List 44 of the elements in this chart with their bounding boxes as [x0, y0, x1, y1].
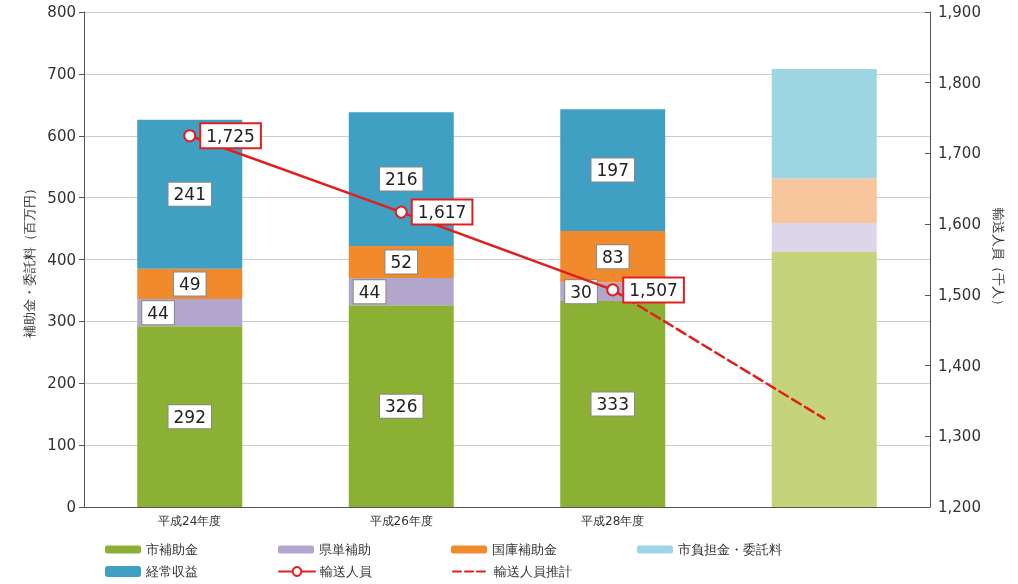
x-tick-label: 平成26年度 [369, 514, 433, 528]
legend-label: 県単補助 [319, 542, 371, 557]
y-tick-label: 500 [47, 188, 76, 207]
data-label: 1,507 [629, 279, 678, 300]
data-label: 30 [570, 281, 592, 302]
legend-label: 市補助金 [146, 542, 198, 557]
legend-label: 経常収益 [145, 564, 198, 579]
data-label: 241 [173, 184, 206, 205]
legend-label: 輸送人員推計 [494, 564, 572, 579]
y2-tick-label: 1,500 [938, 285, 981, 304]
y-tick-label: 600 [47, 126, 76, 145]
y-tick-label: 800 [47, 3, 76, 21]
y2-tick-label: 1,900 [938, 3, 981, 21]
y2-tick-label: 1,600 [938, 215, 981, 234]
data-label: 83 [601, 246, 624, 267]
y2-tick-label: 1,200 [938, 498, 981, 516]
legend-label: 市負担金・委託料 [678, 542, 782, 557]
y-tick-label: 400 [47, 250, 76, 269]
data-label: 326 [385, 396, 418, 417]
data-label: 1,725 [206, 125, 255, 146]
data-label: 52 [390, 251, 413, 272]
data-label: 333 [596, 393, 629, 414]
y-tick-label: 200 [47, 374, 76, 393]
x-tick-label: 平成24年度 [158, 514, 222, 528]
data-label: 49 [178, 273, 201, 294]
x-tick-label: 平成28年度 [581, 514, 645, 528]
y2-tick-label: 1,700 [938, 144, 981, 163]
y-tick-label: 700 [47, 64, 76, 83]
y2-tick-label: 1,800 [938, 73, 981, 92]
y2-tick-label: 1,300 [938, 427, 981, 446]
y-tick-label: 300 [47, 312, 76, 331]
y2-tick-label: 1,400 [938, 356, 981, 375]
data-label: 1,617 [417, 202, 467, 223]
legend-label: 輸送人員 [320, 564, 372, 579]
data-label: 216 [385, 169, 418, 190]
data-label: 44 [358, 281, 381, 302]
legend-label: 国庫補助金 [492, 542, 557, 557]
y-tick-label: 100 [47, 436, 76, 455]
y2-axis-title: 輸送人員（千人） [991, 207, 1006, 312]
data-label: 197 [596, 160, 629, 181]
y-axis-title: 補助金・委託料（百万円） [22, 181, 38, 338]
data-label: 44 [147, 302, 169, 323]
y-tick-label: 0 [66, 498, 76, 516]
data-label: 292 [173, 406, 206, 427]
